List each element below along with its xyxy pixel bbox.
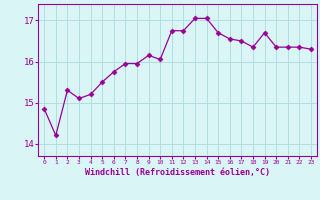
X-axis label: Windchill (Refroidissement éolien,°C): Windchill (Refroidissement éolien,°C) xyxy=(85,168,270,177)
